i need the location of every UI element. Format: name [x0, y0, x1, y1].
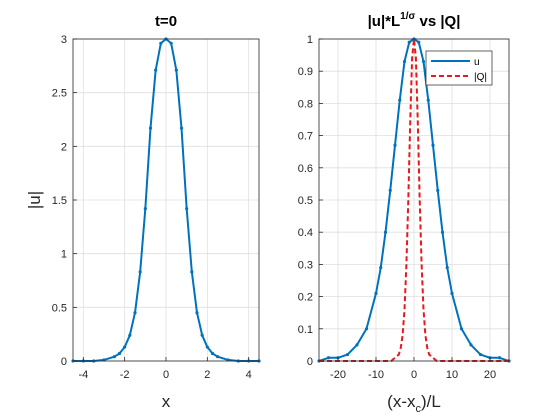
left-data-point [185, 206, 189, 211]
right-x-tick-label: -20 [330, 369, 346, 381]
right-y-tick-label: 0.1 [298, 324, 313, 336]
right-axes: -20 -10 0 10 20 0 0.1 0.2 0.3 0.4 0.5 0.6 0.7 0.8 0.9 1… [298, 11, 511, 415]
left-data-point [169, 41, 173, 45]
right-title-base: |u|*L [368, 13, 401, 30]
right-data-point [374, 291, 378, 295]
right-y-tick-label: 0.3 [298, 259, 313, 271]
right-chart-title: |u|*L1/σ vs |Q| [368, 11, 461, 30]
right-ticks: -20 -10 0 10 20 0 0.1 0.2 0.3 0.4 0.5 0.6 0.7 0.8 0.9 1 [298, 34, 496, 381]
left-data-point [154, 68, 158, 72]
right-y-tick-label: 0 [307, 356, 313, 368]
left-data-point [133, 311, 137, 315]
right-data-point [379, 266, 383, 270]
right-data-point [497, 356, 502, 360]
right-data-point [407, 40, 411, 44]
left-data-point [138, 270, 142, 274]
right-data-point [436, 188, 440, 192]
right-data-point [345, 352, 350, 357]
left-x-tick-label: 2 [204, 369, 210, 381]
left-y-axis-label: |u| [25, 191, 44, 209]
right-data-point [364, 327, 369, 331]
right-data-point [355, 343, 359, 347]
right-y-tick-label: 0.2 [298, 292, 313, 304]
left-axes: -4 -2 0 2 4 0 0.5 1 1.5 2 2.5 3 t=0 x |u| [25, 13, 261, 411]
right-xlabel-pre: (x-x [387, 392, 416, 411]
right-data-point [383, 230, 388, 234]
right-data-point [421, 59, 426, 64]
left-data-point [143, 206, 147, 211]
right-xlabel-post: )/L [421, 392, 441, 411]
left-data-point [128, 333, 132, 337]
right-data-point [478, 352, 483, 357]
left-ticks: -4 -2 0 2 4 0 0.5 1 1.5 2 2.5 3 [52, 34, 252, 381]
legend-label-q: |Q| [474, 72, 487, 83]
left-data-point [148, 126, 153, 130]
right-data-point [445, 266, 449, 270]
left-y-tick-label: 2 [61, 141, 67, 153]
right-data-point [388, 188, 392, 192]
right-data-point [469, 343, 473, 347]
left-y-tick-label: 0.5 [52, 302, 67, 314]
left-y-tick-label: 1 [61, 249, 67, 261]
legend-box [425, 50, 493, 86]
right-data-point [393, 143, 397, 147]
left-data-point [117, 351, 122, 356]
right-data-point [440, 230, 445, 234]
left-y-tick-label: 1.5 [52, 195, 67, 207]
left-data-point [195, 311, 199, 315]
left-data-point [123, 345, 127, 349]
right-y-tick-label: 1 [307, 34, 313, 46]
right-title-superscript: 1/σ [400, 11, 415, 22]
left-y-tick-label: 3 [61, 34, 67, 46]
left-data-point [205, 345, 209, 349]
right-data-point [326, 356, 331, 360]
right-data-point [398, 98, 402, 102]
left-y-tick-label: 2.5 [52, 88, 67, 100]
right-x-tick-label: 0 [411, 369, 417, 381]
left-x-axis-label: x [162, 392, 171, 411]
legend: u |Q| [425, 50, 493, 86]
left-x-tick-label: 4 [246, 369, 252, 381]
left-data-point [159, 41, 163, 45]
right-data-point [402, 59, 407, 64]
right-data-point [459, 327, 464, 331]
right-y-tick-label: 0.7 [298, 131, 313, 143]
left-y-tick-label: 0 [61, 356, 67, 368]
right-data-point [431, 143, 435, 147]
right-data-point [426, 98, 430, 102]
right-title-tail: vs |Q| [415, 13, 460, 30]
right-x-axis-label: (x-xc)/L [387, 392, 441, 415]
legend-label-u: u [474, 57, 480, 68]
right-data-point [417, 40, 421, 44]
right-x-tick-label: 20 [484, 369, 496, 381]
left-data-point [210, 351, 215, 356]
left-chart-title: t=0 [155, 13, 177, 30]
left-x-tick-label: -2 [120, 369, 130, 381]
left-data-point [190, 270, 194, 274]
right-y-tick-label: 0.9 [298, 66, 313, 78]
right-y-tick-label: 0.5 [298, 195, 313, 207]
left-data-point [216, 355, 220, 359]
right-y-tick-label: 0.8 [298, 98, 313, 110]
left-data-point [179, 126, 184, 130]
left-x-tick-label: 0 [163, 369, 169, 381]
right-x-tick-label: 10 [446, 369, 458, 381]
right-y-tick-label: 0.4 [298, 227, 313, 239]
right-data-point [450, 291, 454, 295]
right-x-tick-label: -10 [368, 369, 384, 381]
right-y-tick-label: 0.6 [298, 163, 313, 175]
left-data-point [112, 355, 116, 359]
right-xlabel-sub: c [415, 403, 421, 415]
left-data-point [174, 68, 178, 72]
left-data-point [200, 333, 204, 337]
left-x-tick-label: -4 [78, 369, 88, 381]
